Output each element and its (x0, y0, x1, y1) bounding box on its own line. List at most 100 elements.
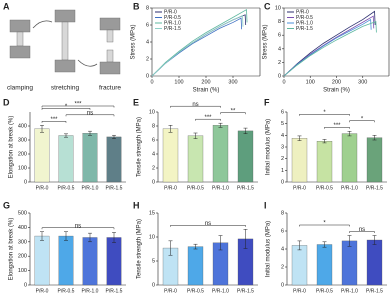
x-tick-label: P/R-1.5 (106, 288, 123, 294)
bar (34, 235, 50, 286)
significance-bracket (170, 225, 246, 227)
chart-panel: C 0 2 4 6 8 10 Stress (MPa) 0 100 200 300 Strain (%)… (263, 1, 390, 94)
y-tick-label: 300 (18, 239, 27, 245)
specimen (106, 49, 114, 63)
clamp (9, 19, 31, 33)
bar (366, 137, 383, 183)
significance-bracket (65, 114, 115, 117)
legend-label: P/R-0 (164, 9, 177, 15)
y-tick-label: 300 (18, 137, 27, 143)
bar (237, 130, 254, 183)
step-label: fracture (99, 85, 121, 92)
y-tick-label: 0 (281, 282, 284, 288)
bar (34, 128, 50, 183)
significance-bracket (170, 105, 221, 108)
bar (316, 141, 333, 183)
x-tick-label: P/R-1.5 (237, 288, 254, 294)
legend-label: P/R-1.5 (164, 26, 181, 32)
bar (162, 128, 179, 183)
x-tick-label: 300 (358, 79, 367, 85)
significance-label: ns (75, 223, 81, 229)
panel-letter: I (264, 200, 267, 210)
y-tick-label: 10 (149, 234, 155, 240)
curve (283, 18, 372, 77)
legend-label: P/R-0.5 (164, 15, 181, 21)
significance-label: ns (87, 110, 93, 116)
significance-label: * (323, 110, 326, 116)
bar (187, 135, 204, 183)
x-tick-label: P/R-1.5 (237, 185, 254, 191)
x-tick-label: P/R-0.5 (187, 288, 204, 294)
y-tick-label: 6 (281, 228, 284, 234)
x-tick-label: P/R-0.5 (316, 288, 333, 294)
panel-a: A clamping stretching fracture (3, 1, 121, 91)
x-tick-label: P/R-0 (164, 185, 177, 191)
bar (82, 133, 98, 183)
y-tick-label: 10 (275, 5, 281, 11)
curve (151, 15, 244, 77)
y-tick-label: 4 (146, 39, 149, 45)
x-tick-label: P/R-1.0 (212, 288, 229, 294)
y-tick-label: 8 (278, 19, 281, 25)
x-tick-label: 100 (174, 79, 183, 85)
significance-bracket (41, 227, 115, 230)
step-label: clamping (7, 85, 33, 92)
step-label: stretching (51, 85, 80, 92)
panel-letter: F (264, 97, 270, 107)
bar (58, 235, 74, 286)
x-tick-label: P/R-1.0 (341, 288, 358, 294)
significance-bracket (299, 114, 350, 116)
bar (106, 237, 122, 286)
significance-bracket (349, 120, 375, 123)
x-tick-label: P/R-0 (293, 288, 306, 294)
x-tick-label: P/R-0.5 (187, 185, 204, 191)
x-tick-label: 0 (150, 79, 153, 85)
significance-label: *** (333, 123, 341, 129)
y-tick-label: 15 (149, 210, 155, 216)
curve (151, 9, 248, 77)
y-tick-label: 0 (278, 73, 281, 79)
clamp (99, 61, 121, 75)
y-tick-label: 0 (24, 282, 27, 288)
y-tick-label: 4 (152, 151, 155, 157)
panel-letter: B (133, 1, 140, 11)
arrow (77, 59, 98, 67)
chart-panel: I 0 2 4 6 8 Initial modulus (MPa) P/R-0 P/R-0.5 P… (264, 200, 387, 294)
significance-label: ns (192, 102, 198, 108)
specimen (16, 31, 24, 47)
y-tick-label: 8 (152, 123, 155, 129)
y-tick-label: 4 (278, 46, 281, 52)
y-tick-label: 2 (278, 60, 281, 66)
y-axis-label: Elongation at break (%) (9, 116, 15, 179)
x-tick-label: P/R-0 (36, 185, 49, 191)
y-tick-label: 400 (18, 123, 27, 129)
significance-label: *** (50, 117, 58, 123)
significance-bracket (41, 108, 91, 110)
clamp (54, 59, 76, 73)
x-tick-label: 0 (282, 79, 285, 85)
y-axis-label: Tensile strength (MPa) (137, 219, 143, 279)
y-tick-label: 6 (281, 109, 284, 115)
y-tick-label: 100 (18, 165, 27, 171)
x-tick-label: P/R-1.5 (366, 185, 383, 191)
x-axis-label: Strain (%) (323, 88, 350, 94)
y-tick-label: 400 (18, 225, 27, 231)
x-tick-label: P/R-0 (293, 185, 306, 191)
clamp (54, 9, 76, 23)
significance-bracket (349, 231, 375, 233)
clamp-illustration (9, 9, 121, 75)
significance-label: ** (231, 108, 236, 114)
y-axis-label: Elongation at break (%) (9, 218, 15, 281)
significance-bracket (220, 112, 246, 115)
y-tick-label: 6 (146, 22, 149, 28)
y-axis-label: Tensile strength (MPa) (137, 117, 143, 177)
panel-letter: A (3, 1, 10, 11)
x-tick-label: P/R-1.0 (82, 288, 99, 294)
y-tick-label: 0 (146, 73, 149, 79)
x-tick-label: P/R-1.0 (82, 185, 99, 191)
bar (291, 138, 308, 183)
y-tick-label: 4 (281, 133, 284, 139)
y-tick-label: 5 (281, 121, 284, 127)
x-tick-label: P/R-1.0 (341, 185, 358, 191)
curve (283, 21, 377, 77)
